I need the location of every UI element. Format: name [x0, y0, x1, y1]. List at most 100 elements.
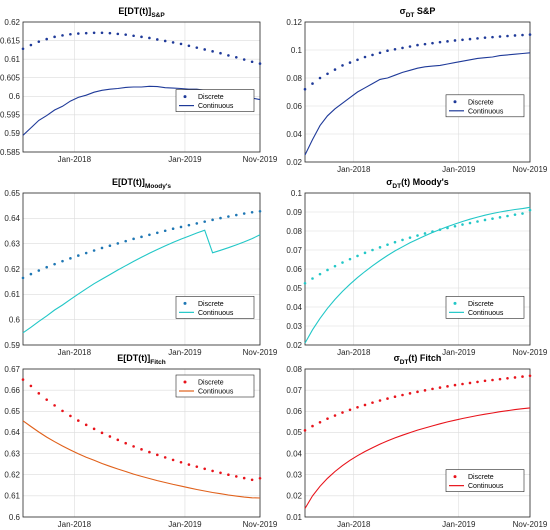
x-tick-label: Jan-2019 [442, 165, 476, 174]
legend-discrete-label: Discrete [198, 380, 224, 387]
y-tick-label: 0.1 [291, 46, 303, 55]
discrete-point [468, 37, 472, 41]
y-tick-label: 0.64 [4, 428, 20, 437]
legend-dot-swatch [183, 301, 187, 305]
x-tick-label: Jan-2019 [168, 520, 202, 529]
chart-title: σDT(t) Fitch [394, 353, 442, 366]
discrete-point [219, 216, 222, 220]
discrete-point [37, 269, 41, 272]
discrete-point [408, 392, 412, 395]
discrete-point [483, 379, 487, 383]
discrete-point [84, 251, 88, 255]
discrete-point [100, 246, 104, 250]
discrete-point [311, 82, 314, 85]
discrete-point [408, 236, 412, 239]
y-tick-label: 0.02 [286, 158, 302, 167]
y-tick-label: 0.6 [9, 513, 21, 522]
x-tick-label: Jan-2018 [337, 165, 371, 174]
discrete-point [356, 405, 359, 409]
discrete-point [311, 424, 314, 428]
legend-discrete-label: Discrete [198, 94, 224, 101]
discrete-point [356, 58, 359, 62]
chart-panel-3: 0.59 0.6 0.61 0.62 0.63 0.64 0.65 Jan-2018 Jan-2… [4, 177, 277, 357]
x-tick-label: Jan-2019 [442, 520, 476, 529]
discrete-point [37, 40, 41, 43]
discrete-point [195, 46, 199, 49]
discrete-point [446, 40, 449, 43]
discrete-point [363, 251, 367, 255]
discrete-point [227, 215, 230, 218]
discrete-point [84, 423, 88, 427]
y-tick-label: 0.01 [286, 513, 302, 522]
discrete-point [431, 41, 434, 45]
discrete-point [156, 38, 159, 41]
discrete-point [326, 72, 329, 76]
discrete-point [148, 36, 151, 40]
x-tick-label: Nov-2019 [513, 520, 548, 529]
discrete-point [393, 48, 397, 51]
y-tick-label: 0.04 [286, 449, 302, 458]
discrete-point [348, 257, 352, 261]
discrete-point [69, 414, 72, 418]
discrete-point [483, 218, 487, 222]
discrete-point [386, 49, 389, 52]
discrete-point [53, 35, 56, 39]
legend: Discrete Continuous [445, 94, 525, 118]
discrete-point [179, 460, 183, 464]
x-tick-label: Jan-2018 [337, 520, 371, 529]
y-tick-label: 0.605 [0, 74, 21, 83]
discrete-point [187, 463, 191, 466]
discrete-point [453, 224, 457, 228]
plot-frame [304, 368, 531, 518]
discrete-point [386, 243, 389, 246]
discrete-point [45, 37, 48, 41]
discrete-point [250, 60, 254, 64]
y-tick-label: 0.1 [291, 189, 303, 198]
y-tick-label: 0.595 [0, 111, 21, 120]
discrete-point [348, 61, 352, 64]
discrete-point [258, 62, 262, 65]
discrete-point [491, 35, 494, 39]
x-tick-label: Jan-2019 [168, 155, 202, 164]
discrete-point [363, 55, 367, 59]
y-tick-label: 0.615 [0, 36, 21, 45]
discrete-point [140, 35, 143, 39]
plot-frame [22, 368, 261, 518]
chart-panel-6: 0.01 0.02 0.03 0.04 0.05 0.06 0.07 0.08 Jan-2018… [286, 353, 547, 529]
discrete-point [132, 34, 135, 38]
y-tick-label: 0.63 [4, 449, 20, 458]
discrete-point [219, 471, 222, 475]
discrete-point [21, 378, 25, 381]
discrete-point [108, 435, 112, 438]
discrete-point [513, 213, 517, 216]
legend-discrete-label: Discrete [468, 474, 494, 481]
discrete-point [242, 476, 246, 480]
discrete-point [100, 31, 104, 35]
y-tick-label: 0.585 [0, 148, 21, 157]
discrete-point [506, 34, 509, 38]
discrete-point [401, 393, 404, 397]
y-tick-label: 0.62 [4, 471, 20, 480]
discrete-point [401, 238, 404, 242]
y-tick-label: 0.07 [286, 386, 302, 395]
discrete-point [476, 37, 479, 40]
discrete-point [491, 217, 494, 220]
discrete-point [341, 64, 344, 67]
discrete-point [528, 374, 532, 378]
discrete-point [506, 377, 509, 380]
chart-title: E[DT(t)]S&P [118, 6, 165, 19]
discrete-point [116, 242, 120, 245]
discrete-point [171, 458, 175, 462]
discrete-point [124, 33, 127, 36]
legend-dot-swatch [453, 475, 457, 479]
discrete-point [235, 213, 238, 217]
discrete-point [148, 233, 151, 237]
y-tick-label: 0.62 [4, 265, 20, 274]
discrete-point [521, 33, 524, 37]
discrete-point [453, 39, 457, 42]
discrete-point [341, 411, 344, 414]
legend: Discrete Continuous [445, 296, 525, 319]
discrete-point [408, 45, 412, 48]
chart-panel-1: 0.585 0.59 0.595 0.6 0.605 0.61 0.615 0.62 Jan-2… [0, 6, 278, 164]
y-tick-label: 0.05 [286, 428, 302, 437]
